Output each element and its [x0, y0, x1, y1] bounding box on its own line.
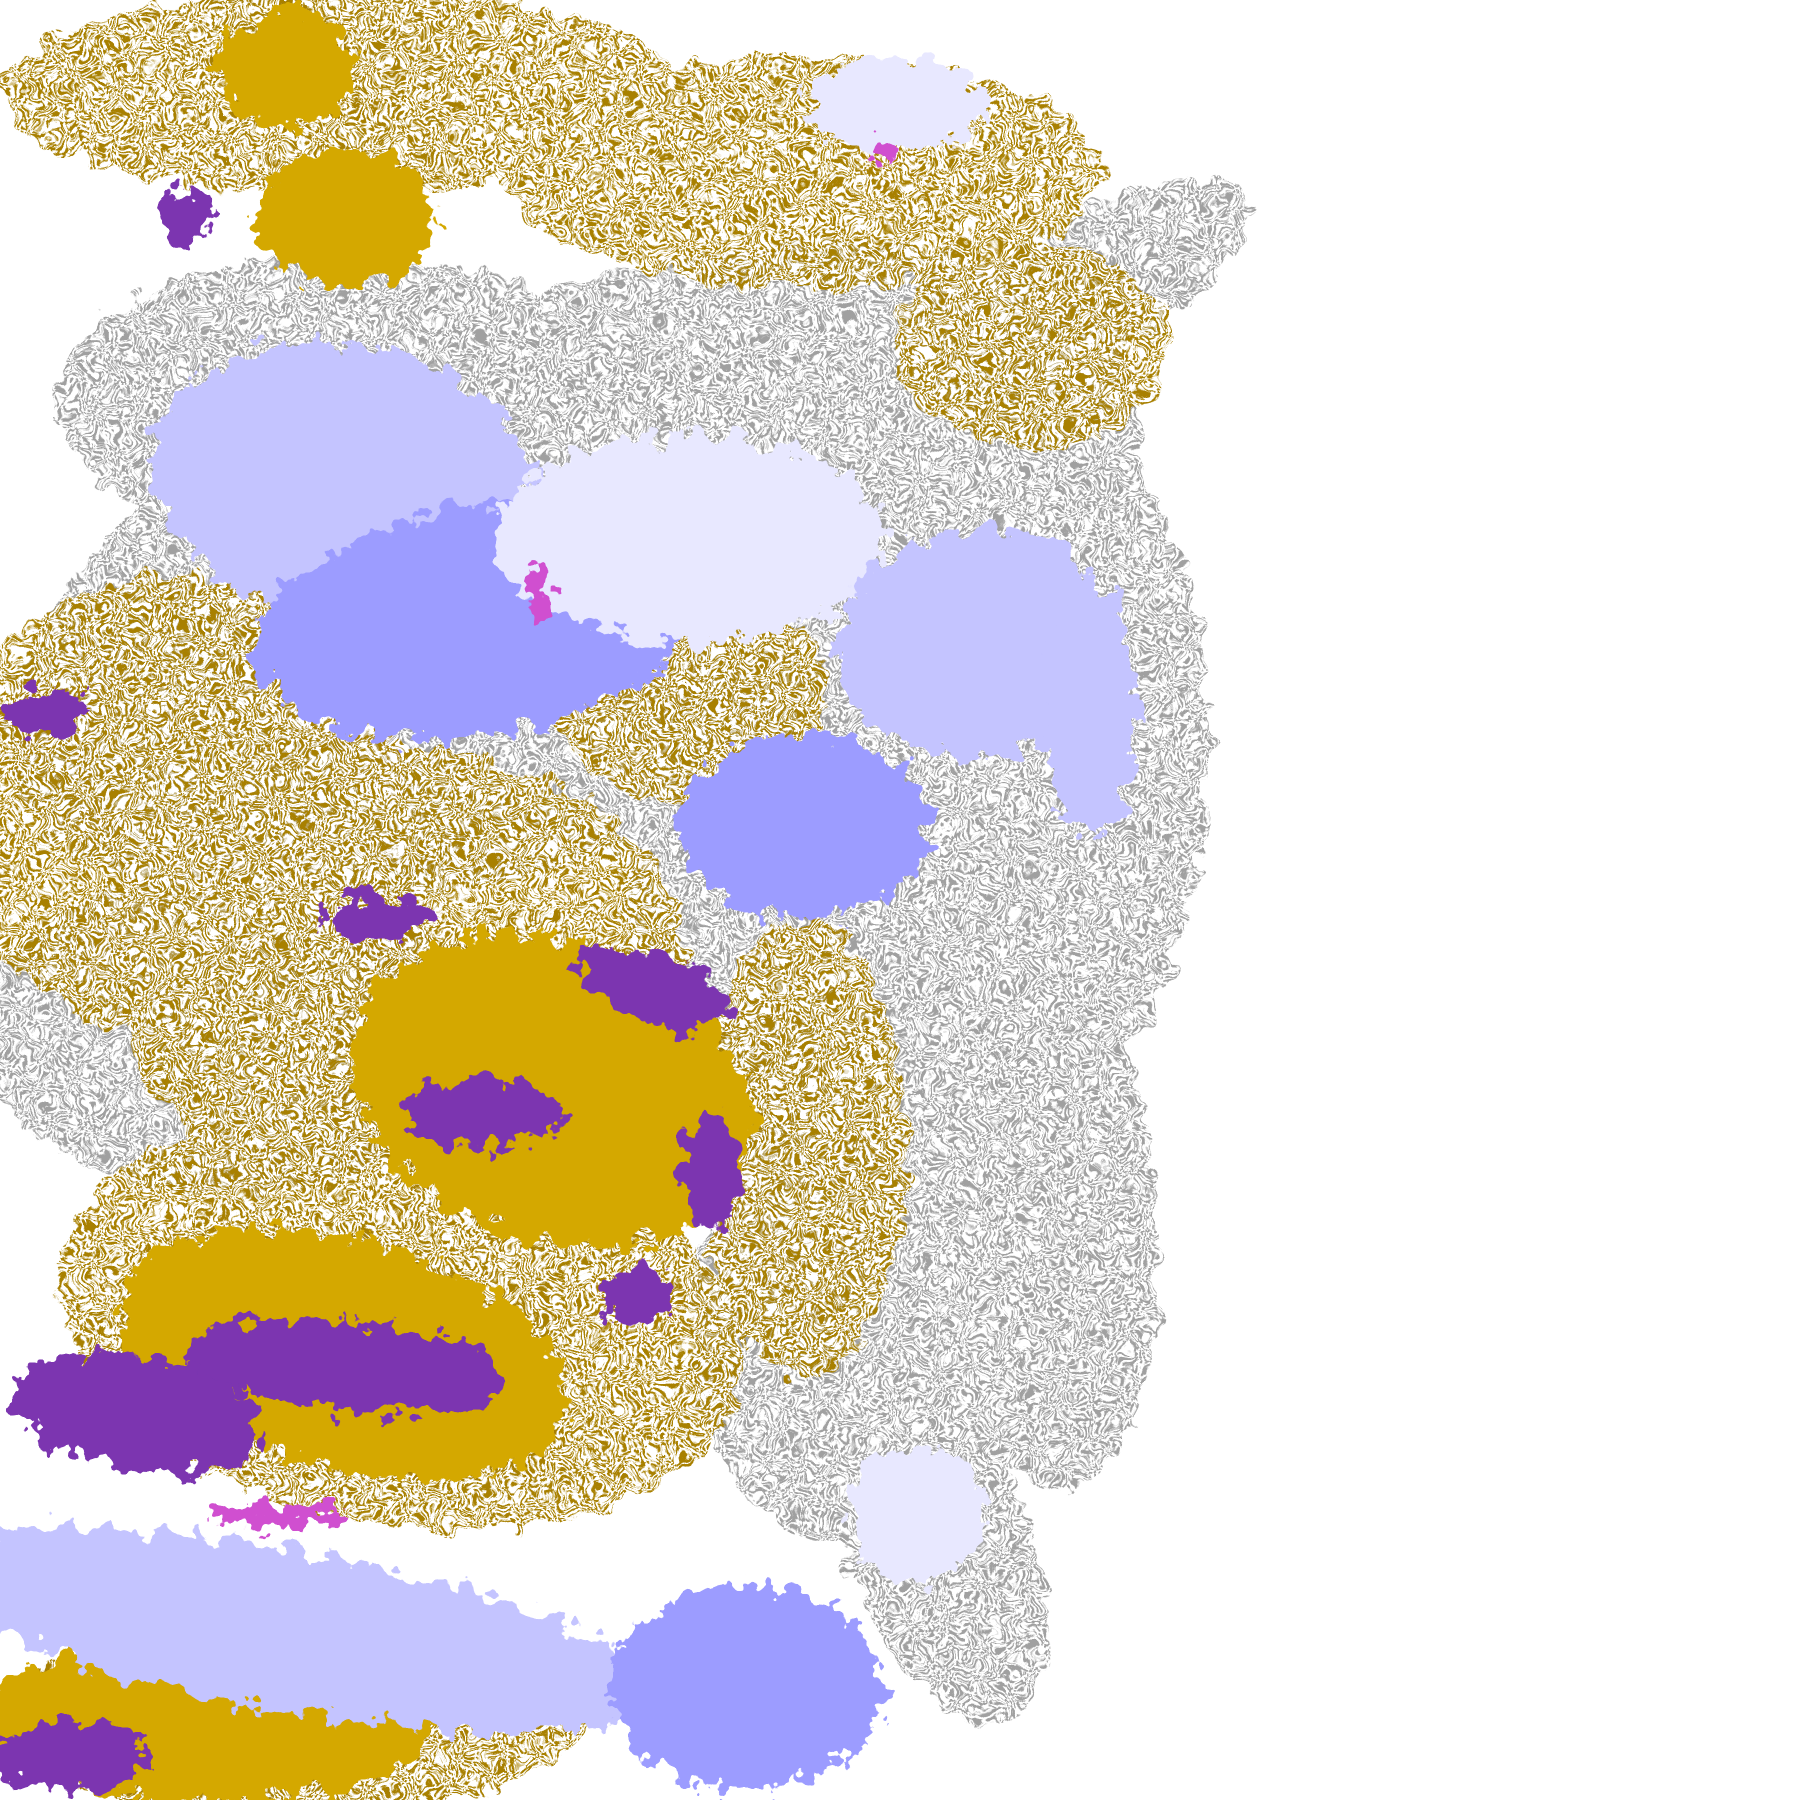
purple-class-layer: [0, 140, 896, 1791]
purple-area: [154, 189, 213, 247]
gold-speckle-area: [700, 918, 907, 1378]
gold-area: [218, 11, 356, 127]
purple-area: [401, 1079, 563, 1148]
purple-area: [184, 1318, 505, 1414]
lavender-area: [1044, 585, 1137, 839]
purple-area: [683, 1113, 741, 1229]
lavender-area: [849, 1446, 988, 1585]
purple-area: [321, 895, 437, 942]
purple-area: [12, 1351, 263, 1473]
purple-area: [0, 1721, 150, 1791]
lavender-class-layer: [0, 57, 1137, 1791]
lavender-area: [677, 734, 930, 919]
purple-area: [577, 944, 731, 1030]
magenta-area: [872, 140, 896, 159]
gold-area: [252, 149, 437, 287]
lavender-area: [838, 527, 1113, 759]
purple-area: [0, 688, 92, 735]
lavender-area: [803, 57, 988, 150]
purple-area: [602, 1268, 672, 1326]
lavender-area: [493, 436, 884, 643]
magenta-area: [206, 1503, 345, 1527]
gold-speckle-area: [895, 241, 1171, 448]
lavender-area: [608, 1584, 884, 1791]
lavender-area: [0, 1527, 661, 1734]
magenta-area: [528, 568, 552, 626]
